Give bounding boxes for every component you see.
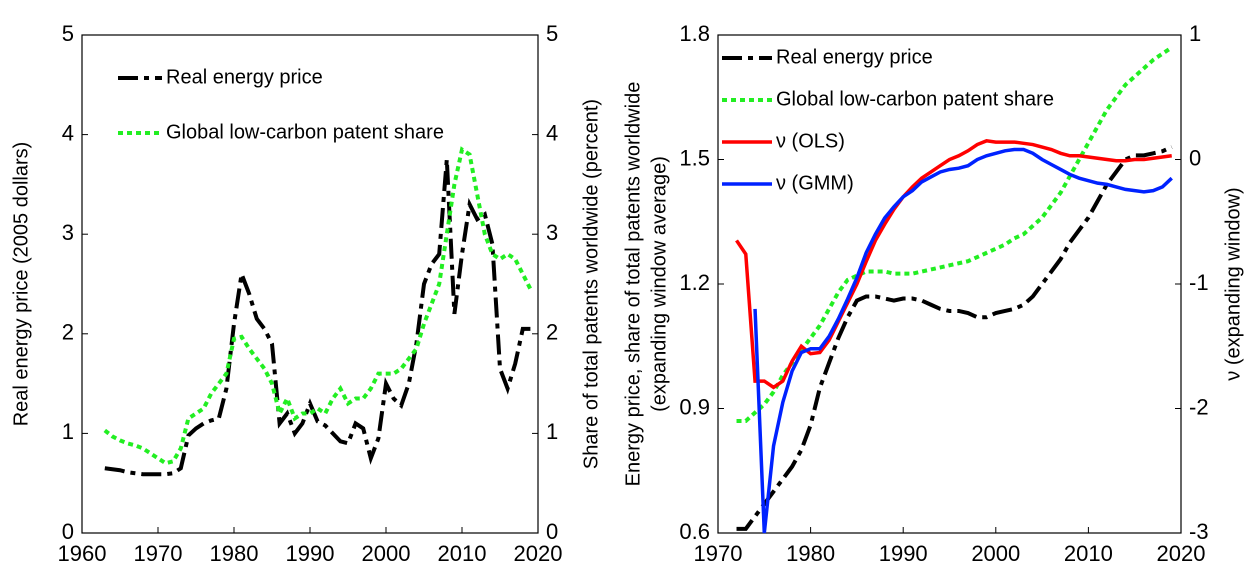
y2-tick-label: 4 [546,120,558,145]
legend-label: Real energy price [166,66,323,88]
legend-label: Global low-carbon patent share [166,121,444,143]
y2-tick-label: 1 [1189,21,1201,46]
y2-tick-label: 5 [546,21,558,46]
series-line [736,145,1173,531]
legend-label: Real energy price [776,46,933,68]
y-tick-label: 2 [62,320,74,345]
y2-axis-label: Share of total patents worldwide (percen… [580,99,602,469]
x-tick-label: 1980 [210,541,259,566]
x-tick-label: 2020 [514,541,563,566]
y-tick-label: 4 [62,120,74,145]
x-tick-label: 2020 [1157,541,1206,566]
y2-tick-label: -3 [1189,519,1209,544]
y-tick-label: 1.5 [679,145,710,170]
x-tick-label: 1970 [694,541,743,566]
y2-tick-label: -2 [1189,394,1209,419]
y2-tick-label: -1 [1189,270,1209,295]
y2-tick-label: 0 [1189,145,1201,170]
series-line [735,139,1172,390]
y-tick-label: 1.8 [679,21,710,46]
y-tick-label: 0 [62,519,74,544]
y2-tick-label: 2 [546,320,558,345]
y2-tick-label: 3 [546,220,558,245]
y2-tick-label: 1 [546,419,558,444]
series-line [103,146,533,466]
y2-axis-label: ν (expanding window) [1222,187,1244,380]
x-tick-label: 2000 [362,541,411,566]
y2-tick-label: 0 [546,519,558,544]
plot-frame [81,34,539,534]
series-line [736,45,1173,423]
y-axis-label: (expanding window average) [648,156,670,412]
y-tick-label: 0.9 [679,394,710,419]
legend-label: ν (GMM) [776,172,854,194]
legend-label: ν (OLS) [776,130,845,152]
x-tick-label: 1980 [786,541,835,566]
series-line [104,159,531,477]
x-tick-label: 2010 [438,541,487,566]
legend-label: Global low-carbon patent share [776,88,1054,110]
x-tick-label: 2000 [971,541,1020,566]
y-tick-label: 1.2 [679,270,710,295]
x-tick-label: 1970 [134,541,183,566]
y-axis-label: Real energy price (2005 dollars) [10,142,32,427]
y-tick-label: 0.6 [679,519,710,544]
y-tick-label: 5 [62,21,74,46]
x-tick-label: 1990 [879,541,928,566]
y-axis-label: Energy price, share of total patents wor… [622,82,644,487]
x-tick-label: 1990 [286,541,335,566]
y-tick-label: 1 [62,419,74,444]
series-line [753,147,1173,534]
x-tick-label: 1960 [58,541,107,566]
y-tick-label: 3 [62,220,74,245]
x-tick-label: 2010 [1064,541,1113,566]
